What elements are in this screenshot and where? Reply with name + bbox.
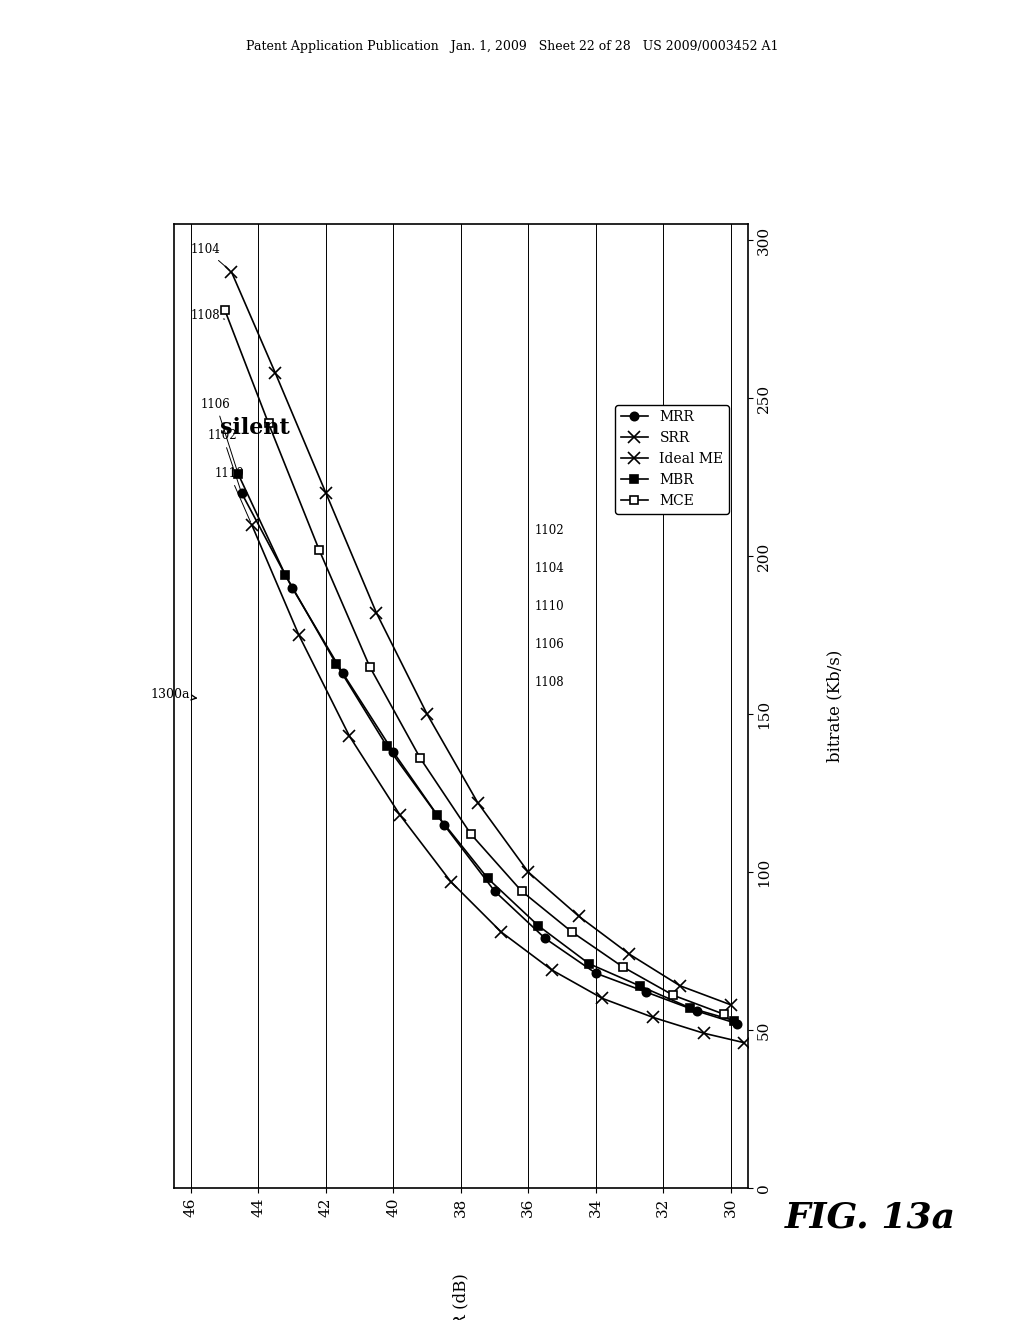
Text: Patent Application Publication   Jan. 1, 2009   Sheet 22 of 28   US 2009/0003452: Patent Application Publication Jan. 1, 2… xyxy=(246,40,778,53)
Text: 1104: 1104 xyxy=(535,562,565,576)
Text: 1106: 1106 xyxy=(201,397,238,471)
Text: 1110: 1110 xyxy=(215,467,251,521)
X-axis label: PSNR (dB): PSNR (dB) xyxy=(453,1272,469,1320)
Legend: MRR, SRR, Ideal ME, MBR, MCE: MRR, SRR, Ideal ME, MBR, MCE xyxy=(615,405,729,513)
Text: 1108: 1108 xyxy=(190,309,224,322)
Text: 1110: 1110 xyxy=(535,599,564,612)
Text: 1300a: 1300a xyxy=(151,688,197,701)
Text: 1108: 1108 xyxy=(535,676,564,689)
Text: 1104: 1104 xyxy=(190,243,229,271)
Text: FIG. 13a: FIG. 13a xyxy=(785,1200,955,1234)
Text: 1106: 1106 xyxy=(535,638,565,651)
Y-axis label: bitrate (Kb/s): bitrate (Kb/s) xyxy=(826,649,844,763)
Text: 1102: 1102 xyxy=(208,429,241,490)
Text: silent: silent xyxy=(220,417,290,440)
Text: 1102: 1102 xyxy=(535,524,564,537)
